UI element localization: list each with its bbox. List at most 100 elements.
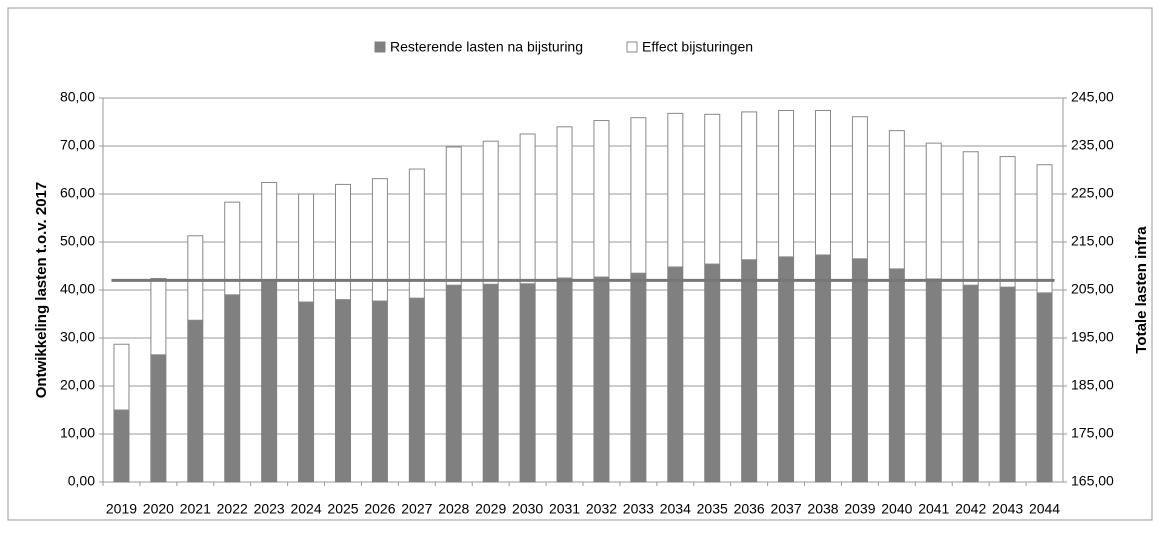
chart-frame (7, 7, 1153, 521)
bar-segment (224, 201, 241, 296)
bar-segment (815, 254, 831, 483)
x-tick-label: 2038 (807, 501, 838, 517)
bar-segment (150, 354, 167, 483)
bar-segment (667, 266, 684, 483)
x-tick-label: 2019 (106, 501, 137, 517)
bar-segment (1036, 164, 1053, 294)
bar-segment (408, 297, 425, 483)
x-tick-label: 2044 (1029, 501, 1060, 517)
y-tick-label: 0,00 (68, 473, 95, 489)
bar-segment (1036, 292, 1053, 483)
bar-segment (408, 168, 425, 299)
x-tick-label: 2041 (918, 501, 949, 517)
x-tick-label: 2036 (734, 501, 765, 517)
x-tick-label: 2023 (254, 501, 285, 517)
bar-segment (187, 235, 204, 321)
x-tick-label: 2030 (512, 501, 543, 517)
bar-segment (519, 133, 536, 285)
x-tick-label: 2025 (327, 501, 358, 517)
x-tick-label: 2040 (881, 501, 912, 517)
bar-segment (999, 286, 1016, 483)
y2-tick-label: 195,00 (1071, 329, 1114, 345)
bar-segment (482, 140, 499, 285)
bar-segment (741, 259, 758, 483)
bar-segment (704, 263, 721, 483)
bar-segment (519, 283, 536, 483)
bar-segment (630, 117, 647, 274)
bar-segment (778, 109, 795, 258)
bar-segment (187, 319, 204, 483)
legend-label: Effect bijsturingen (642, 39, 753, 55)
y2-tick-label: 205,00 (1071, 281, 1114, 297)
y2-tick-label: 235,00 (1071, 137, 1114, 153)
bar-segment (150, 277, 167, 356)
bar-segment (741, 111, 758, 261)
bar-segment (298, 193, 315, 303)
x-tick-label: 2028 (438, 501, 469, 517)
x-tick-label: 2021 (180, 501, 211, 517)
legend-label: Resterende lasten na bijsturing (390, 39, 583, 55)
x-tick-label: 2031 (549, 501, 580, 517)
bar-segment (556, 126, 573, 279)
x-tick-label: 2024 (290, 501, 321, 517)
bar-segment (851, 258, 868, 483)
y-axis-title: Ontwikkeling lasten t.o.v. 2017 (33, 182, 50, 398)
bar-segment (888, 268, 905, 483)
y2-tick-label: 175,00 (1071, 425, 1114, 441)
y-tick-label: 50,00 (60, 233, 95, 249)
bar-segment (667, 112, 684, 268)
x-tick-label: 2035 (697, 501, 728, 517)
x-tick-label: 2033 (623, 501, 654, 517)
bar-segment (925, 278, 942, 483)
y-tick-label: 40,00 (60, 281, 95, 297)
bar-segment (630, 272, 647, 483)
bar-segment (925, 142, 942, 280)
y2-tick-label: 185,00 (1071, 377, 1114, 393)
bar-segment (556, 277, 573, 483)
bar-segment (371, 178, 388, 302)
bar-segment (261, 181, 278, 283)
y-tick-label: 10,00 (60, 425, 95, 441)
y-tick-label: 30,00 (60, 329, 95, 345)
bar-segment (298, 301, 315, 483)
bar-segment (778, 256, 795, 483)
bar-segment (593, 276, 610, 483)
bar-segment (224, 294, 241, 483)
bar-segment (113, 343, 130, 411)
y-tick-label: 80,00 (60, 89, 95, 105)
y2-tick-label: 245,00 (1071, 89, 1114, 105)
x-tick-label: 2029 (475, 501, 506, 517)
bar-segment (445, 146, 462, 286)
y2-tick-label: 225,00 (1071, 185, 1114, 201)
bar-segment (851, 116, 868, 260)
x-tick-label: 2026 (364, 501, 395, 517)
y-tick-label: 70,00 (60, 137, 95, 153)
legend-swatch (374, 41, 386, 53)
bar-segment (335, 183, 351, 301)
bar-segment (113, 409, 130, 483)
x-tick-label: 2042 (955, 501, 986, 517)
x-tick-label: 2032 (586, 501, 617, 517)
bar-segment (445, 284, 462, 483)
bar-segment (962, 151, 979, 286)
bar-segment (962, 284, 979, 483)
bar-segment (704, 113, 721, 265)
x-tick-label: 2027 (401, 501, 432, 517)
x-tick-label: 2034 (660, 501, 691, 517)
x-tick-label: 2039 (844, 501, 875, 517)
x-tick-label: 2037 (770, 501, 801, 517)
y-tick-label: 60,00 (60, 185, 95, 201)
y-tick-label: 20,00 (60, 377, 95, 393)
y2-tick-label: 165,00 (1071, 473, 1114, 489)
x-tick-label: 2022 (217, 501, 248, 517)
x-tick-label: 2020 (143, 501, 174, 517)
bar-segment (593, 120, 610, 278)
legend-swatch (626, 41, 638, 53)
bar-segment (999, 156, 1016, 288)
bar-segment (482, 283, 499, 483)
bar-segment (371, 300, 388, 483)
bar-segment (261, 281, 278, 483)
bar-segment (335, 299, 351, 483)
